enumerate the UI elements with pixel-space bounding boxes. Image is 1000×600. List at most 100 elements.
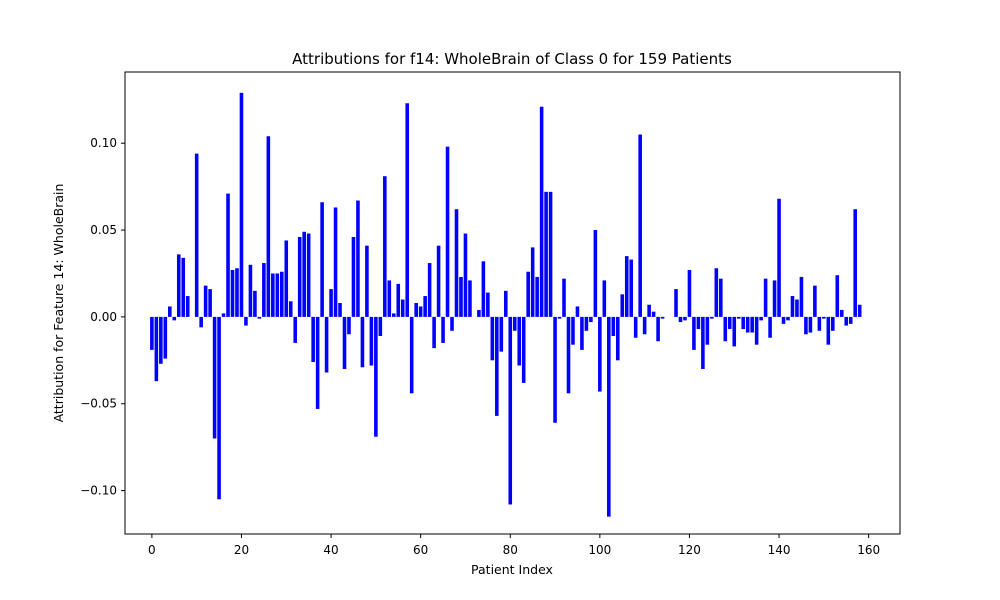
bar-patient-5 [172, 316, 177, 321]
bar-patient-30 [284, 240, 289, 317]
bar-patient-27 [271, 273, 275, 317]
bar-patient-93 [566, 316, 571, 394]
chart-title: Attributions for f14: WholeBrain of Clas… [292, 50, 732, 68]
bar-patient-132 [741, 316, 745, 330]
bar-patient-44 [347, 316, 351, 335]
bar-patient-40 [329, 289, 333, 317]
bar-patient-61 [423, 296, 427, 317]
y-tick-label: 0.10 [90, 136, 117, 150]
bar-patient-151 [826, 316, 831, 345]
bar-patient-78 [499, 316, 504, 352]
bar-patient-121 [692, 316, 696, 350]
y-axis-label: Attribution for Feature 14: WholeBrain [51, 184, 66, 423]
bar-patient-126 [714, 268, 719, 317]
bar-patient-46 [356, 200, 360, 317]
bar-patient-138 [768, 316, 772, 338]
bar-patient-139 [772, 280, 777, 317]
bar-patient-59 [414, 303, 418, 317]
bar-patient-11 [199, 316, 203, 328]
bar-patient-156 [848, 316, 853, 324]
bar-patient-128 [723, 316, 728, 342]
bar-patient-95 [575, 306, 580, 317]
x-tick-label: 140 [768, 543, 791, 557]
bar-patient-81 [512, 316, 517, 331]
x-tick-label: 20 [234, 543, 249, 557]
bar-patient-155 [844, 316, 849, 326]
bar-patient-106 [624, 256, 629, 317]
y-tick-label: 0.05 [90, 223, 117, 237]
bar-patient-125 [710, 316, 714, 319]
bar-patient-28 [275, 273, 280, 317]
bar-patient-97 [584, 316, 589, 331]
bar-patient-75 [486, 292, 490, 317]
bar-patient-10 [194, 153, 199, 317]
bar-patient-34 [302, 231, 306, 317]
x-tick-label: 60 [413, 543, 428, 557]
bar-patient-157 [853, 209, 857, 317]
bar-patient-119 [683, 316, 687, 321]
bar-patient-39 [324, 316, 329, 373]
bar-patient-135 [754, 316, 759, 345]
bar-patient-105 [620, 294, 625, 317]
bar-patient-98 [589, 316, 593, 323]
bar-patient-6 [176, 254, 181, 317]
bar-patient-111 [647, 304, 651, 317]
bar-patient-140 [777, 198, 781, 317]
bar-patient-13 [208, 289, 212, 317]
bar-patient-142 [786, 316, 790, 321]
bar-patient-77 [495, 316, 499, 416]
bar-patient-82 [517, 316, 522, 366]
bar-patient-89 [548, 191, 553, 317]
bar-patient-22 [248, 264, 253, 317]
bar-patient-79 [503, 290, 508, 317]
bar-patient-147 [808, 316, 813, 333]
x-axis-label: Patient Index [471, 562, 553, 577]
bar-patient-15 [217, 316, 221, 500]
bar-patient-146 [804, 316, 808, 335]
bar-patient-16 [221, 313, 226, 317]
bar-patient-51 [378, 316, 383, 336]
bar-patient-87 [539, 106, 544, 317]
bar-patient-122 [696, 316, 701, 330]
bar-patient-103 [611, 316, 616, 336]
bar-patient-42 [338, 303, 342, 317]
bar-patient-47 [360, 316, 365, 368]
bar-patient-152 [831, 316, 835, 331]
x-tick-label: 80 [503, 543, 518, 557]
bar-patient-90 [553, 316, 557, 423]
bar-patient-65 [441, 316, 445, 343]
bar-patient-94 [571, 316, 575, 345]
bar-patient-143 [790, 296, 795, 317]
bar-patient-88 [544, 191, 548, 317]
bar-patient-149 [817, 316, 822, 331]
bar-patient-17 [226, 193, 230, 317]
bar-patient-35 [306, 233, 311, 317]
bar-patient-4 [168, 306, 172, 317]
x-tick-label: 40 [323, 543, 338, 557]
bar-patient-130 [732, 316, 737, 347]
bar-patient-73 [477, 309, 481, 317]
bar-patient-85 [530, 247, 535, 317]
bar-patient-83 [521, 316, 526, 383]
bar-patient-110 [642, 316, 647, 335]
bar-patient-144 [795, 299, 799, 317]
bar-patient-55 [396, 283, 401, 317]
bar-patient-66 [445, 146, 450, 317]
plot-frame [124, 71, 901, 535]
bar-patient-113 [656, 316, 660, 342]
bar-patient-134 [750, 316, 754, 333]
bar-patient-131 [736, 316, 741, 319]
bar-patient-64 [436, 245, 441, 317]
x-tick-label: 0 [148, 543, 156, 557]
bar-patient-117 [674, 289, 678, 317]
bar-patient-108 [633, 316, 638, 338]
bar-patient-133 [745, 316, 750, 333]
bar-patient-12 [203, 285, 208, 317]
x-tick-label: 160 [857, 543, 880, 557]
bar-patient-129 [727, 316, 732, 330]
bar-patient-104 [615, 316, 620, 361]
bars-group [150, 92, 862, 517]
bar-patient-67 [450, 316, 454, 331]
